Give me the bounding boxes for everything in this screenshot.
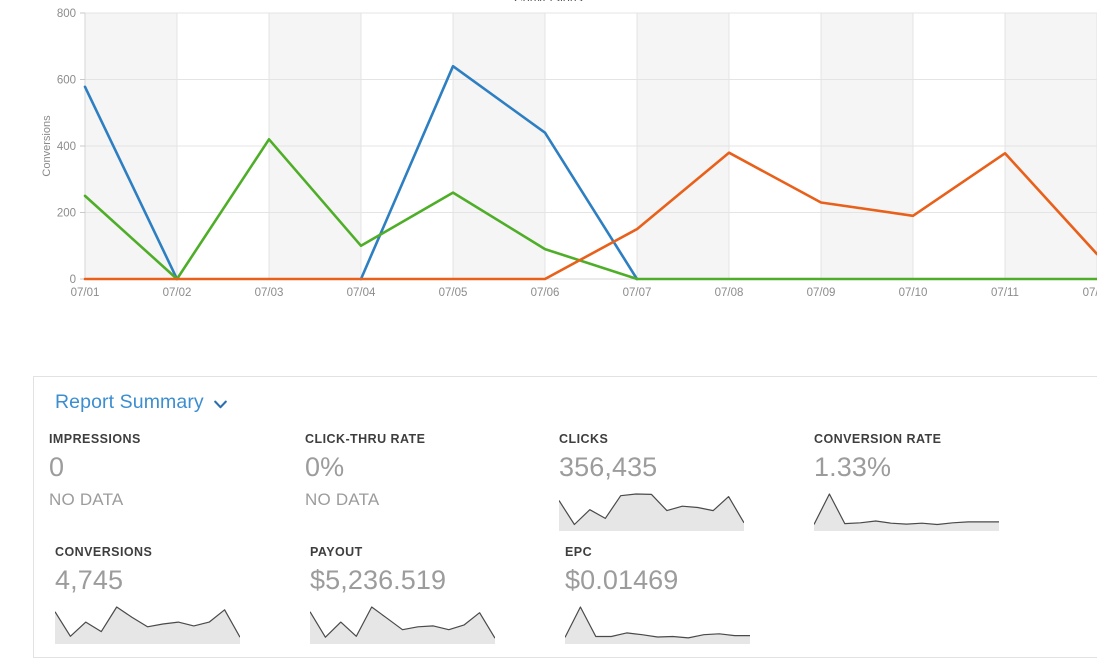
metric-click-thru-rate: CLICK-THRU RATE 0% NO DATA — [305, 432, 425, 510]
metric-label: EPC — [565, 545, 593, 559]
metric-epc: EPC $0.01469 — [565, 545, 750, 644]
chart-title: Conversions — [0, 0, 1097, 1]
report-summary-toggle[interactable]: Report Summary — [55, 391, 228, 414]
svg-text:07/11: 07/11 — [991, 287, 1019, 299]
metric-value: $0.01469 — [565, 565, 679, 595]
chart-canvas[interactable]: 0 200 400 600 800 07/01 07/02 07/03 07/04 07/05 07… — [0, 0, 1097, 330]
metric-value: 4,745 — [55, 565, 124, 595]
chevron-down-icon[interactable] — [213, 397, 228, 412]
svg-text:Conversions: Conversions — [41, 115, 53, 177]
metric-impressions: IMPRESSIONS 0 NO DATA — [49, 432, 141, 510]
metric-value: 356,435 — [559, 452, 658, 482]
svg-text:07/03: 07/03 — [255, 287, 284, 299]
svg-text:200: 200 — [57, 208, 76, 220]
sparkline-chart — [55, 606, 240, 644]
metric-value: $5,236.519 — [310, 565, 447, 595]
metric-payout: PAYOUT $5,236.519 — [310, 545, 495, 644]
svg-text:07/12: 07/12 — [1083, 287, 1097, 299]
report-summary-title: Report Summary — [55, 391, 204, 413]
metric-conversions: CONVERSIONS 4,745 — [55, 545, 240, 644]
metric-status: NO DATA — [49, 490, 124, 509]
metric-label: IMPRESSIONS — [49, 432, 141, 446]
metric-value: 0% — [305, 452, 345, 482]
svg-text:800: 800 — [57, 8, 76, 20]
svg-text:07/02: 07/02 — [163, 287, 192, 299]
metric-label: CONVERSIONS — [55, 545, 153, 559]
svg-text:07/06: 07/06 — [531, 287, 560, 299]
svg-text:07/08: 07/08 — [715, 287, 744, 299]
svg-text:07/01: 07/01 — [71, 287, 100, 299]
svg-text:0: 0 — [70, 274, 76, 286]
metric-label: PAYOUT — [310, 545, 363, 559]
svg-text:07/05: 07/05 — [439, 287, 468, 299]
metric-conversion-rate: CONVERSION RATE 1.33% — [814, 432, 999, 531]
svg-text:07/10: 07/10 — [899, 287, 928, 299]
svg-text:07/04: 07/04 — [347, 287, 376, 299]
sparkline-chart — [310, 606, 495, 644]
sparkline-chart — [565, 606, 750, 644]
sparkline-chart — [559, 493, 744, 531]
svg-text:07/09: 07/09 — [807, 287, 836, 299]
metric-label: CLICKS — [559, 432, 609, 446]
metric-status: NO DATA — [305, 490, 380, 509]
svg-text:07/07: 07/07 — [623, 287, 652, 299]
svg-text:600: 600 — [57, 75, 76, 87]
metric-label: CONVERSION RATE — [814, 432, 942, 446]
metric-value: 1.33% — [814, 452, 892, 482]
conversions-chart: Conversions 0 200 400 600 800 07/01 07/02 07/03… — [0, 0, 1097, 330]
svg-text:400: 400 — [57, 141, 76, 153]
metric-label: CLICK-THRU RATE — [305, 432, 426, 446]
sparkline-chart — [814, 493, 999, 531]
metric-clicks: CLICKS 356,435 — [559, 432, 744, 531]
report-summary-card: Report Summary IMPRESSIONS 0 NO DATA CLI… — [33, 376, 1097, 658]
metric-value: 0 — [49, 452, 65, 482]
